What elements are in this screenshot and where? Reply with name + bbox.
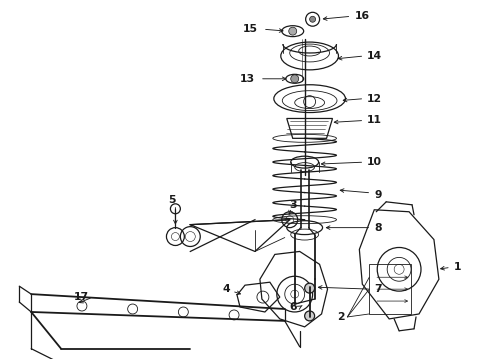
Text: 17: 17 — [74, 292, 89, 302]
Text: 16: 16 — [354, 11, 369, 21]
Text: 14: 14 — [368, 51, 382, 61]
Circle shape — [305, 283, 315, 293]
Text: 8: 8 — [374, 222, 382, 233]
Text: 10: 10 — [368, 157, 382, 167]
Text: 15: 15 — [243, 24, 258, 34]
Circle shape — [291, 75, 299, 83]
Circle shape — [305, 311, 315, 321]
Text: 11: 11 — [368, 116, 382, 126]
Text: 7: 7 — [374, 284, 382, 294]
Text: 9: 9 — [374, 190, 382, 200]
Text: 2: 2 — [337, 312, 344, 322]
Circle shape — [310, 16, 316, 22]
Circle shape — [289, 27, 297, 35]
Bar — [369, 264, 411, 314]
Text: 1: 1 — [454, 262, 461, 272]
Text: 12: 12 — [368, 94, 382, 104]
Text: 4: 4 — [222, 284, 230, 294]
Text: 5: 5 — [168, 195, 175, 205]
Text: 13: 13 — [240, 74, 255, 84]
Text: 6: 6 — [289, 302, 297, 312]
Text: 3: 3 — [290, 200, 297, 210]
